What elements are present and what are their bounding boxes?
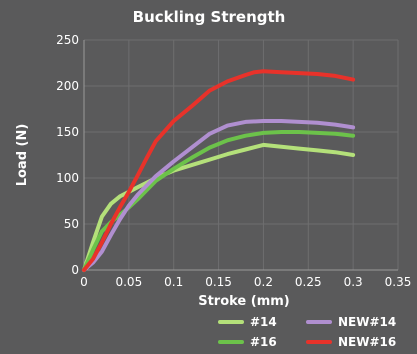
y-tick-label: 0 [71,263,79,277]
x-tick-label: 0.35 [385,275,412,289]
x-tick-label: 0.2 [254,275,273,289]
y-tick-labels: 0 50 100 150 200 250 [56,33,79,277]
x-tick-label: 0.1 [164,275,183,289]
legend-label-16: #16 [250,335,277,349]
y-tick-label: 50 [64,217,79,231]
legend: #14 NEW#14 #16 NEW#16 [218,315,396,349]
y-tick-label: 150 [56,125,79,139]
series-line-new14 [82,119,356,272]
legend-label-14: #14 [250,315,277,329]
series-line-new16 [82,69,356,272]
axes [83,40,398,271]
x-tick-label: 0.05 [115,275,142,289]
y-tick-label: 250 [56,33,79,47]
legend-label-new16: NEW#16 [338,335,396,349]
x-tick-label: 0.3 [344,275,363,289]
x-axis-label: Stroke (mm) [198,294,290,309]
legend-label-new14: NEW#14 [338,315,396,329]
x-tick-label: 0 [80,275,88,289]
x-tick-labels: 0 0.05 0.1 0.15 0.2 0.25 0.3 0.35 [80,275,411,289]
y-tick-label: 200 [56,79,79,93]
chart-title: Buckling Strength [133,8,286,26]
series-line-14 [82,142,356,272]
y-axis-label: Load (N) [15,124,30,187]
series-lines [82,69,356,272]
x-tick-label: 0.15 [205,275,232,289]
x-tick-label: 0.25 [295,275,322,289]
y-tick-label: 100 [56,171,79,185]
